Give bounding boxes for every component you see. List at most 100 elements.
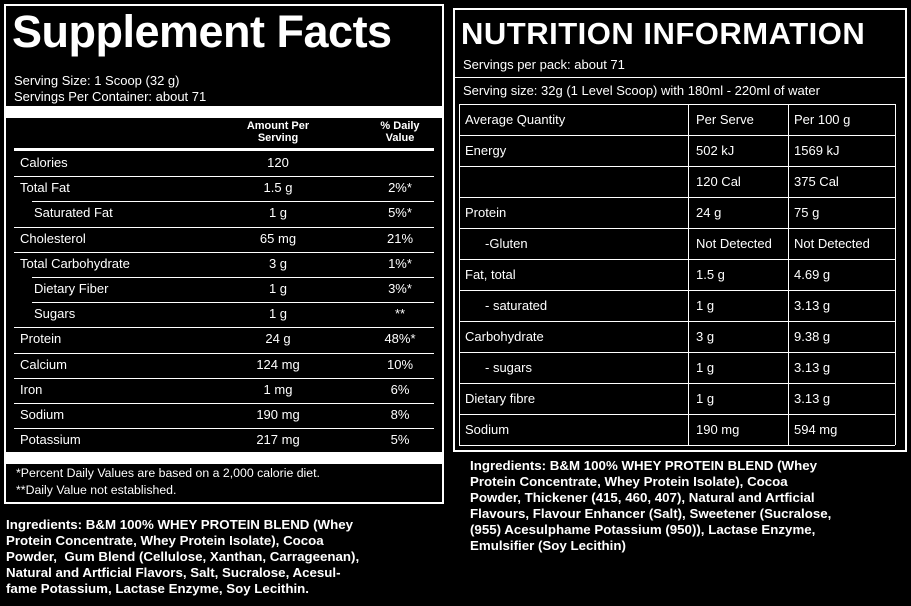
nutrient-amount: 1 g	[268, 205, 288, 221]
table-cell-per-serve: 3 g	[696, 329, 715, 344]
row-rule	[14, 403, 434, 404]
nutrient-name: Cholesterol	[20, 230, 86, 246]
table-cell-per-serve: 1 g	[696, 360, 715, 375]
row-rule	[32, 302, 434, 304]
table-row-line	[459, 135, 895, 136]
table-cell-name: Dietary fibre	[465, 391, 536, 406]
table-cell-per-serve: Per Serve	[696, 112, 754, 127]
row-rule	[14, 327, 434, 329]
table-cell-per-100g: 4.69 g	[794, 267, 831, 282]
table-row-line	[459, 383, 895, 384]
table-column-line	[459, 104, 460, 445]
table-cell-per-100g: 375 Cal	[794, 174, 839, 189]
table-row-line	[459, 259, 895, 260]
nutrient-name: Potassium	[20, 432, 81, 448]
nutrient-daily-value: **	[394, 306, 406, 322]
table-cell-name: Fat, total	[465, 267, 516, 282]
nutrient-name: Iron	[20, 381, 43, 397]
supplement-facts-panel: Supplement Facts Serving Size: 1 Scoop (…	[4, 4, 444, 504]
table-row-line	[459, 321, 895, 322]
nutrient-amount: 1 mg	[263, 381, 293, 397]
nutrient-daily-value: 21%	[386, 230, 414, 246]
row-rule	[14, 251, 434, 253]
nutrient-amount: 1.5 g	[263, 180, 293, 196]
nutrient-amount: 3 g	[268, 255, 288, 271]
amount-per-serving-header: Amount Per Serving	[246, 120, 310, 144]
table-column-line	[788, 104, 789, 445]
table-cell-per-100g: 3.13 g	[794, 298, 831, 313]
nutrient-daily-value: 3%*	[388, 281, 412, 296]
thick-divider-top	[6, 106, 442, 118]
table-cell-per-serve: 24 g	[696, 205, 722, 220]
nutrition-information-title: NUTRITION INFORMATION	[461, 16, 866, 51]
row-rule	[32, 201, 434, 203]
nutrient-daily-value: 10%	[386, 356, 414, 372]
table-cell-name: Protein	[465, 205, 507, 220]
panel-divider	[455, 77, 905, 78]
nutrient-amount: 24 g	[265, 331, 291, 347]
nutrient-name: Total Fat	[20, 180, 70, 196]
nutrition-serving-size: Serving size: 32g (1 Level Scoop) with 1…	[463, 83, 820, 98]
nutrient-amount: 120	[267, 155, 289, 170]
row-rule	[14, 377, 434, 379]
table-cell-name: -Gluten	[485, 236, 528, 251]
nutrient-name: Total Carbohydrate	[20, 255, 130, 271]
table-bottom-line	[459, 445, 895, 446]
table-cell-per-serve: Not Detected	[696, 236, 772, 251]
nutrient-name: Dietary Fiber	[34, 281, 109, 296]
nutrient-name: Saturated Fat	[34, 205, 113, 221]
daily-value-header: % Daily Value	[380, 120, 420, 144]
table-cell-per-100g: Not Detected	[794, 236, 870, 251]
table-row-line	[459, 290, 895, 291]
table-column-line	[895, 104, 896, 445]
table-cell-name: Average Quantity	[465, 112, 566, 127]
table-cell-name: Sodium	[465, 422, 510, 437]
table-cell-per-100g: 9.38 g	[794, 329, 831, 344]
nutrient-daily-value: 1%*	[388, 255, 412, 271]
header-rule	[14, 148, 434, 151]
nutrient-daily-value: 5%*	[388, 205, 412, 221]
nutrient-amount: 124 mg	[256, 356, 300, 372]
thick-divider-bottom	[6, 452, 442, 464]
table-cell-per-serve: 1.5 g	[696, 267, 725, 282]
nutrient-daily-value: 6%	[390, 381, 410, 397]
table-cell-name: Energy	[465, 143, 507, 158]
table-cell-per-100g: Per 100 g	[794, 112, 851, 127]
table-cell-per-serve: 1 g	[696, 298, 715, 313]
ingredients-au: Ingredients: B&M 100% WHEY PROTEIN BLEND…	[470, 458, 832, 553]
row-rule	[32, 277, 434, 278]
table-row-line	[459, 228, 895, 229]
nutrient-daily-value: 48%*	[384, 331, 416, 347]
nutrient-amount: 217 mg	[256, 432, 300, 448]
table-cell-per-serve: 120 Cal	[696, 174, 741, 189]
table-cell-per-100g: 3.13 g	[794, 391, 831, 406]
table-cell-per-serve: 502 kJ	[696, 143, 735, 158]
table-row-line	[459, 166, 895, 167]
nutrient-daily-value: 5%	[390, 432, 410, 448]
table-cell-name: - saturated	[485, 298, 548, 313]
nutrient-amount: 65 mg	[259, 230, 297, 246]
nutrient-name: Protein	[20, 331, 62, 347]
table-cell-per-100g: 1569 kJ	[794, 143, 840, 158]
table-row-line	[459, 352, 895, 353]
table-column-line	[688, 104, 689, 445]
table-cell-per-100g: 594 mg	[794, 422, 838, 437]
row-rule	[14, 428, 434, 430]
servings-per-pack: Servings per pack: about 71	[463, 57, 625, 72]
nutrient-amount: 190 mg	[256, 407, 300, 422]
table-cell-name: - sugars	[485, 360, 532, 375]
table-row-line	[459, 197, 895, 198]
nutrient-name: Sugars	[34, 306, 76, 322]
nutrient-name: Sodium	[20, 407, 65, 422]
row-rule	[14, 352, 434, 354]
row-rule	[14, 226, 434, 228]
footnote-daily-values: *Percent Daily Values are based on a 2,0…	[16, 466, 320, 480]
serving-size: Serving Size: 1 Scoop (32 g)	[14, 73, 180, 88]
table-cell-per-100g: 75 g	[794, 205, 820, 220]
table-row-line	[459, 104, 895, 105]
table-row-line	[459, 414, 895, 415]
nutrient-daily-value: 8%	[390, 407, 410, 422]
nutrient-name: Calcium	[20, 356, 67, 372]
footnote-not-established: **Daily Value not established.	[16, 483, 177, 497]
table-cell-name: Carbohydrate	[465, 329, 544, 344]
